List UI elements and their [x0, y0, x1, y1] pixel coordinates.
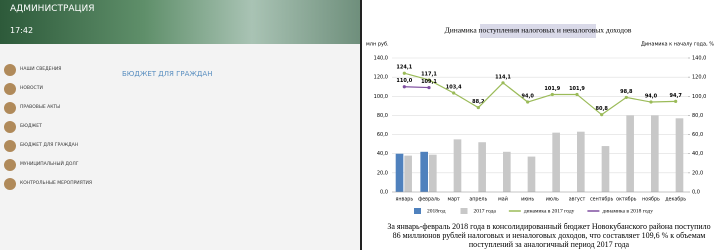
- menu-label: БЮДЖЕТ: [20, 124, 42, 129]
- x-tick-label: май: [498, 196, 508, 203]
- menu-icon: [4, 159, 16, 171]
- clock: 17:42: [10, 26, 360, 35]
- menu-icon: [4, 140, 16, 152]
- data-label: 101,9: [569, 86, 585, 92]
- x-tick-label: февраль: [418, 197, 440, 203]
- bar: [429, 155, 437, 192]
- x-tick-label: ноябрь: [642, 197, 660, 203]
- data-label: 94,0: [645, 94, 658, 100]
- menu-icon: [4, 102, 16, 114]
- y2-tick-label: 0,0: [692, 190, 700, 196]
- y-tick-label: 40,0: [377, 151, 388, 157]
- x-tick-label: октябрь: [616, 197, 637, 203]
- y2-tick-label: 20,0: [692, 170, 703, 176]
- menu-item[interactable]: ПРАВОВЫЕ АКТЫ: [4, 98, 99, 117]
- y2-tick-label: 80,0: [692, 113, 703, 119]
- y2-tick-label: 40,0: [692, 151, 703, 157]
- legend-label: 2018год: [427, 208, 446, 214]
- x-tick-label: март: [447, 198, 460, 203]
- y-tick-label: 120,0: [374, 75, 388, 81]
- menu-label: НОВОСТИ: [20, 86, 43, 91]
- data-label: 114,1: [495, 74, 511, 80]
- y2-tick-label: 100,0: [692, 94, 706, 100]
- y-tick-label: 80,0: [377, 113, 388, 119]
- page-title: БЮДЖЕТ ДЛЯ ГРАЖДАН: [122, 70, 212, 78]
- bar: [676, 118, 684, 192]
- menu-item[interactable]: БЮДЖЕТ: [4, 117, 99, 136]
- bar: [396, 154, 404, 192]
- page: АДМИНИСТРАЦИЯ 17:42 НАШИ СВЕДЕНИЯ НОВОСТИ…: [0, 0, 718, 250]
- legend-swatch: [461, 208, 468, 214]
- y-axis-label: млн руб.: [366, 42, 389, 48]
- x-tick-label: июнь: [521, 198, 534, 203]
- site-header: АДМИНИСТРАЦИЯ 17:42: [0, 0, 360, 44]
- y-tick-label: 60,0: [377, 132, 388, 138]
- bar: [404, 156, 412, 192]
- bar: [420, 152, 428, 192]
- menu-item[interactable]: НОВОСТИ: [4, 79, 99, 98]
- menu-item[interactable]: НАШИ СВЕДЕНИЯ: [4, 60, 99, 79]
- x-tick-label: сентябрь: [590, 197, 613, 203]
- menu-label: ПРАВОВЫЕ АКТЫ: [20, 105, 60, 110]
- bar: [503, 152, 511, 192]
- caption: За январь-февраль 2018 года в консолидир…: [384, 222, 714, 249]
- line: [404, 87, 429, 88]
- document: Динамика поступления налоговых и неналог…: [362, 0, 718, 250]
- legend-swatch: [414, 208, 421, 214]
- data-label: 109,1: [421, 79, 437, 85]
- menu-icon: [4, 178, 16, 190]
- chart: Динамика поступления налоговых и неналог…: [362, 0, 718, 222]
- menu-icon: [4, 64, 16, 76]
- menu: НАШИ СВЕДЕНИЯ НОВОСТИ ПРАВОВЫЕ АКТЫ БЮДЖЕТ Б…: [4, 60, 99, 193]
- legend-label: 2017 года: [474, 208, 497, 214]
- menu-label: КОНТРОЛЬНЫЕ МЕРОПРИЯТИЯ: [20, 181, 92, 186]
- menu-label: БЮДЖЕТ ДЛЯ ГРАЖДАН: [20, 143, 78, 148]
- menu-label: НАШИ СВЕДЕНИЯ: [20, 67, 61, 72]
- y2-tick-label: 60,0: [692, 132, 703, 138]
- x-tick-label: июль: [546, 198, 559, 203]
- y2-tick-label: 140,0: [692, 56, 706, 62]
- bar: [626, 115, 634, 192]
- data-label: 117,1: [421, 71, 437, 77]
- legend-label: динамика в 2017 году: [524, 208, 575, 214]
- bar: [651, 115, 659, 192]
- bar: [478, 142, 486, 192]
- y-tick-label: 140,0: [374, 56, 388, 62]
- x-tick-label: апрель: [469, 198, 487, 203]
- menu-icon: [4, 121, 16, 133]
- data-label: 124,1: [396, 65, 412, 71]
- x-tick-label: январь: [395, 198, 413, 203]
- bar: [552, 133, 560, 192]
- bar: [602, 146, 610, 192]
- site-title: АДМИНИСТРАЦИЯ: [10, 4, 360, 14]
- x-tick-label: декабрь: [665, 197, 686, 203]
- y2-axis-label: Динамика к началу года, %: [641, 42, 714, 48]
- line: [404, 73, 675, 114]
- chart-title: Динамика поступления налоговых и неналог…: [445, 26, 632, 35]
- menu-item[interactable]: БЮДЖЕТ ДЛЯ ГРАЖДАН: [4, 136, 99, 155]
- y-tick-label: 0,0: [380, 190, 388, 196]
- data-label: 101,9: [544, 86, 560, 92]
- x-tick-label: август: [569, 198, 586, 203]
- y2-tick-label: 120,0: [692, 75, 706, 81]
- data-label: 110,0: [396, 78, 412, 84]
- data-label: 98,8: [620, 89, 633, 95]
- website: АДМИНИСТРАЦИЯ 17:42 НАШИ СВЕДЕНИЯ НОВОСТИ…: [0, 0, 360, 250]
- legend-label: динамика в 2018 году: [602, 208, 653, 214]
- y-tick-label: 20,0: [377, 170, 388, 176]
- menu-label: МУНИЦИПАЛЬНЫЙ ДОЛГ: [20, 162, 79, 167]
- data-label: 94,7: [669, 93, 682, 99]
- bar: [454, 139, 462, 192]
- bar: [528, 157, 536, 192]
- menu-icon: [4, 83, 16, 95]
- bar: [577, 132, 585, 192]
- menu-item[interactable]: МУНИЦИПАЛЬНЫЙ ДОЛГ: [4, 155, 99, 174]
- y-tick-label: 100,0: [374, 94, 388, 100]
- menu-item[interactable]: КОНТРОЛЬНЫЕ МЕРОПРИЯТИЯ: [4, 174, 99, 193]
